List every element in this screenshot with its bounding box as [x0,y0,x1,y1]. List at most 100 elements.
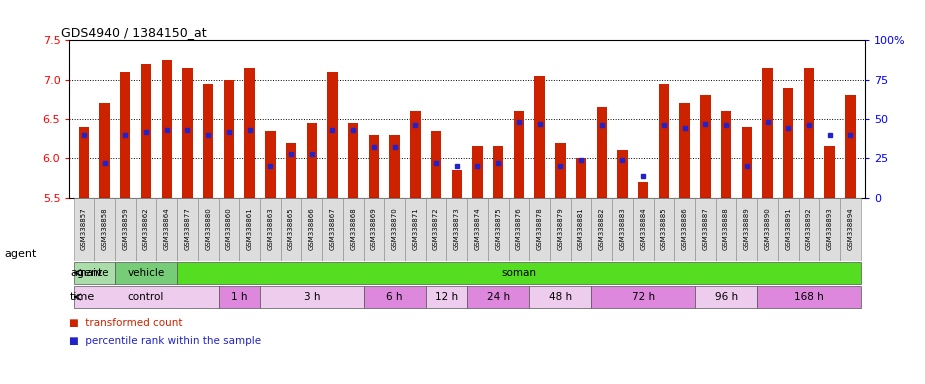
Bar [845,95,856,198]
Bar [633,198,654,260]
Bar [322,198,343,260]
Text: GSM338882: GSM338882 [598,208,605,250]
Bar [447,198,467,260]
Text: GSM338857: GSM338857 [80,208,87,250]
Bar [674,198,695,260]
Text: GSM338894: GSM338894 [847,208,854,250]
Bar [198,198,218,260]
Text: soman: soman [501,268,536,278]
Text: GSM338860: GSM338860 [226,208,232,250]
Bar [120,72,130,198]
Bar [240,198,260,260]
Bar [758,198,778,260]
Text: GSM338869: GSM338869 [371,208,376,250]
Bar [529,198,550,260]
Bar [156,198,177,260]
Bar [700,95,710,198]
Bar [218,198,240,260]
Text: ■  transformed count: ■ transformed count [69,318,183,328]
Bar [405,198,426,260]
Text: 48 h: 48 h [549,292,572,302]
Bar [840,198,861,260]
Text: GSM338873: GSM338873 [454,208,460,250]
Bar [804,68,814,198]
Text: GSM338881: GSM338881 [578,208,584,250]
Bar [364,286,426,308]
Bar [473,146,483,198]
Bar [513,111,524,198]
Bar [798,198,820,260]
Text: GSM338878: GSM338878 [536,208,543,250]
Text: GSM338875: GSM338875 [495,208,501,250]
Text: GSM338865: GSM338865 [288,208,294,250]
Bar [529,286,591,308]
Bar [260,286,364,308]
Text: agent: agent [70,268,103,278]
Bar [73,198,94,260]
Text: control: control [128,292,165,302]
Bar [612,198,633,260]
Bar [591,198,612,260]
Text: GSM338866: GSM338866 [309,208,315,250]
Bar [487,198,509,260]
Text: GSM338871: GSM338871 [413,208,418,250]
Bar [467,198,487,260]
Bar [389,135,400,198]
Text: GSM338877: GSM338877 [184,208,191,250]
Bar [410,111,421,198]
Bar [115,198,136,260]
Bar [467,286,529,308]
Bar [721,111,732,198]
Text: GSM338868: GSM338868 [351,208,356,250]
Bar [162,60,172,198]
Bar [384,198,405,260]
Text: GSM338879: GSM338879 [558,208,563,250]
Bar [659,84,669,198]
Text: GSM338859: GSM338859 [122,208,129,250]
Text: GSM338886: GSM338886 [682,208,687,250]
Bar [280,198,302,260]
Bar [218,286,260,308]
Text: GSM338876: GSM338876 [516,208,522,250]
Bar [617,151,628,198]
Text: GSM338858: GSM338858 [102,208,107,250]
Text: 24 h: 24 h [487,292,510,302]
Text: GSM338885: GSM338885 [661,208,667,250]
Bar [73,286,218,308]
Text: time: time [70,292,95,302]
Text: 96 h: 96 h [714,292,737,302]
Bar [597,107,607,198]
Bar [327,72,338,198]
Bar [654,198,674,260]
Bar [343,198,364,260]
Bar [824,146,835,198]
Bar [451,170,462,198]
Text: GSM338883: GSM338883 [620,208,625,250]
Bar [364,198,384,260]
Bar [348,123,358,198]
Text: 6 h: 6 h [387,292,403,302]
Bar [695,198,716,260]
Text: GSM338887: GSM338887 [702,208,709,250]
Bar [591,286,695,308]
Bar [509,198,529,260]
Text: GSM338867: GSM338867 [329,208,336,250]
Bar [244,68,254,198]
Bar [426,286,467,308]
Bar [535,76,545,198]
Text: GSM338884: GSM338884 [640,208,647,250]
Text: GSM338893: GSM338893 [827,208,832,250]
Bar [762,68,772,198]
Bar [177,198,198,260]
Text: GSM338874: GSM338874 [475,208,480,250]
Text: GSM338863: GSM338863 [267,208,273,250]
Bar [203,84,214,198]
Text: naive: naive [80,268,108,278]
Bar [680,103,690,198]
Bar [550,198,571,260]
Bar [182,68,192,198]
Bar [783,88,794,198]
Bar [141,64,151,198]
Bar [736,198,758,260]
Text: GSM338872: GSM338872 [433,208,439,250]
